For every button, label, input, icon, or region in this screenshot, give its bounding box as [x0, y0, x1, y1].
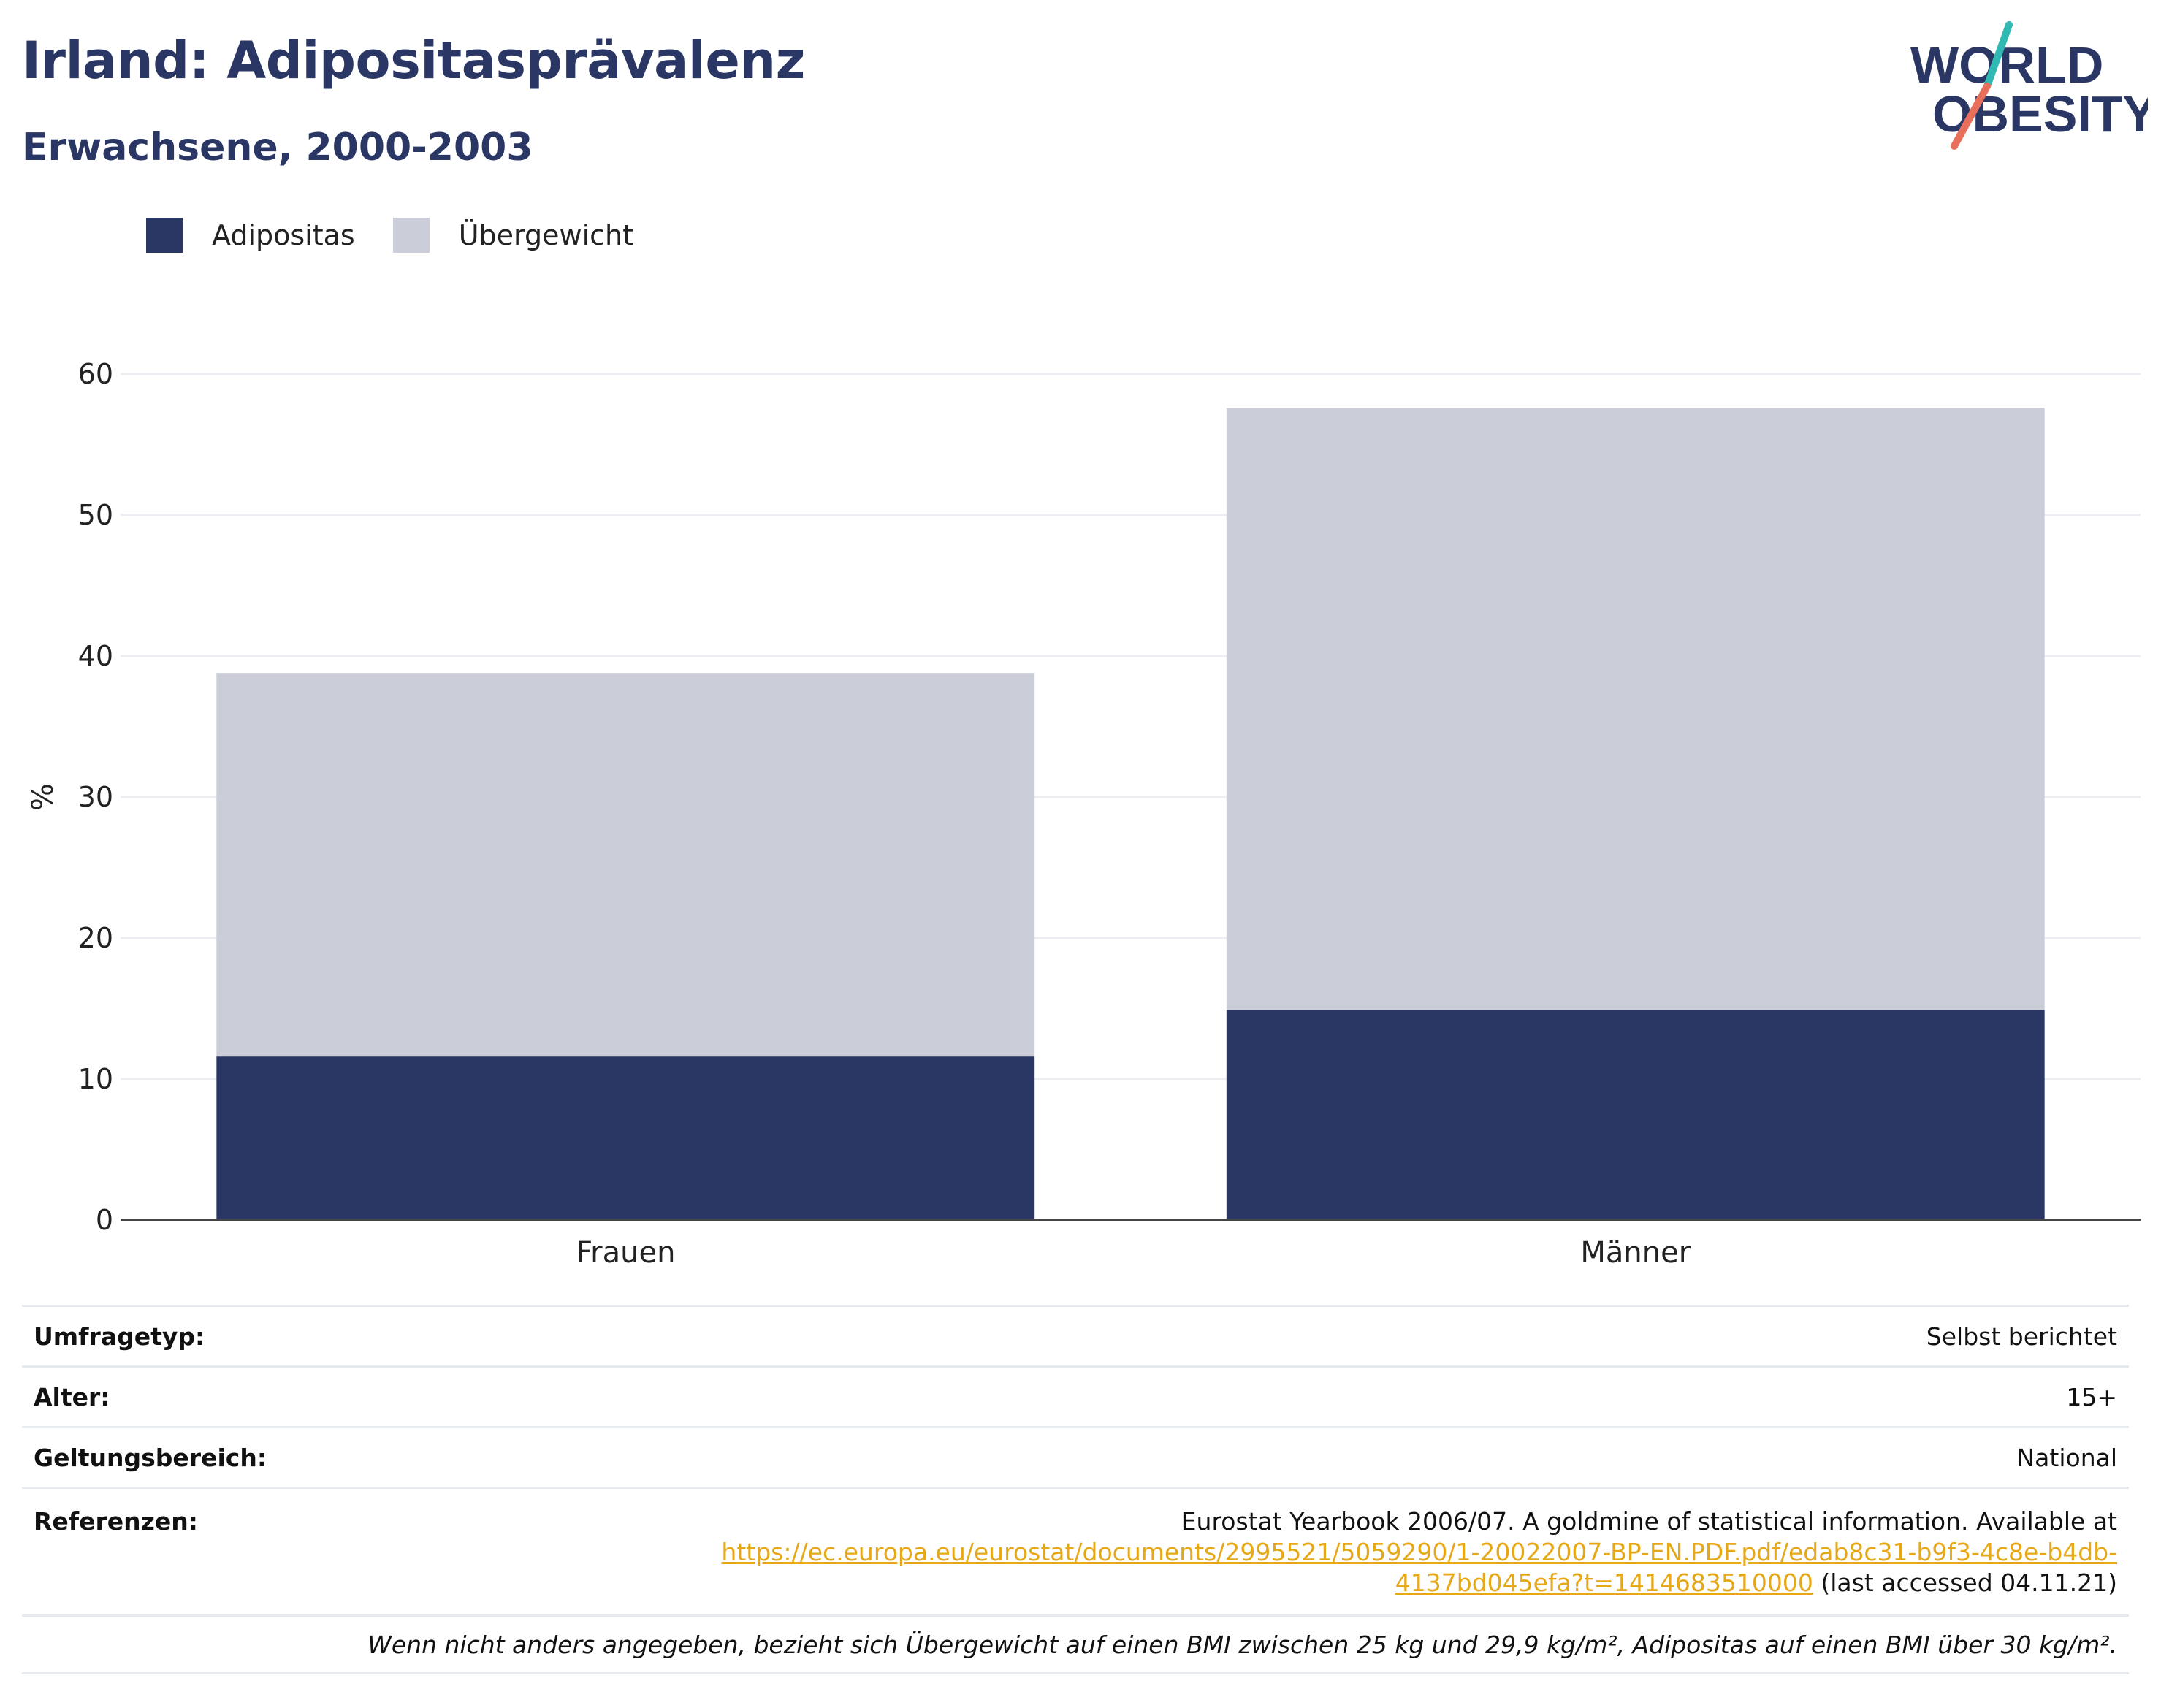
reference-text: Eurostat Yearbook 2006/07. A goldmine of… [1181, 1507, 2117, 1536]
legend-swatch-overweight [392, 218, 430, 253]
x-tick-label: Frauen [576, 1236, 675, 1270]
references-label: Referenzen: [34, 1507, 198, 1536]
legend-label-overweight: Übergewicht [458, 219, 633, 251]
definition-note: Wenn nicht anders angegeben, bezieht sic… [22, 1614, 2129, 1674]
logo-slash-teal [1983, 21, 2013, 90]
y-tick-label: 50 [78, 499, 113, 531]
y-axis-label: % [26, 783, 60, 811]
legend-label-obesity: Adipositas [212, 219, 355, 251]
reference-link-part2[interactable]: 4137bd045efa?t=1414683510000 [1395, 1568, 1813, 1597]
info-row-age: Alter: 15+ [22, 1365, 2129, 1426]
definition-note-text: Wenn nicht anders angegeben, bezieht sic… [367, 1630, 2117, 1659]
info-row-survey: Umfragetyp: Selbst berichtet [22, 1305, 2129, 1365]
y-tick-label: 20 [78, 922, 113, 954]
age-label: Alter: [34, 1382, 110, 1411]
age-value: 15+ [2066, 1382, 2117, 1411]
info-row-scope: Geltungsbereich: National [22, 1426, 2129, 1487]
page-subtitle: Erwachsene, 2000-2003 [22, 126, 533, 169]
y-tick-label: 40 [78, 640, 113, 672]
info-table: Umfragetyp: Selbst berichtet Alter: 15+ … [22, 1305, 2129, 1674]
legend-swatch-obesity [146, 218, 183, 253]
logo-text-world: WORLD [1910, 37, 2103, 94]
legend-item-overweight: Übergewicht [392, 218, 633, 253]
bar-obesity-0 [216, 1056, 1035, 1220]
chart-legend: Adipositas Übergewicht [146, 216, 633, 254]
y-tick-label: 10 [78, 1063, 113, 1095]
y-tick-label: 30 [78, 781, 113, 813]
survey-type-value: Selbst berichtet [1926, 1322, 2117, 1351]
legend-item-obesity: Adipositas [146, 218, 355, 253]
scope-value: National [2016, 1443, 2117, 1472]
info-row-references: Referenzen: Eurostat Yearbook 2006/07. A… [22, 1487, 2129, 1614]
y-tick-label: 0 [96, 1204, 113, 1236]
bar-obesity-1 [1226, 1010, 2045, 1220]
bar-overweight-1 [1226, 408, 2045, 1010]
bar-chart: 0 10 20 30 40 50 60% Frauen Männer [26, 358, 2141, 1270]
reference-accessed-note: (last accessed 04.11.21) [1813, 1568, 2117, 1597]
reference-link-part1[interactable]: https://ec.europa.eu/eurostat/documents/… [721, 1538, 2117, 1566]
page-title: Irland: Adipositasprävalenz [22, 31, 805, 91]
x-tick-label: Männer [1580, 1236, 1691, 1270]
references-value: Eurostat Yearbook 2006/07. A goldmine of… [721, 1506, 2117, 1598]
y-tick-label: 60 [78, 358, 113, 390]
scope-label: Geltungsbereich: [34, 1443, 267, 1472]
logo-slash-coral [1951, 83, 1991, 150]
world-obesity-logo: WORLD OBESITY [1910, 21, 2148, 150]
survey-type-label: Umfragetyp: [34, 1322, 205, 1351]
bar-overweight-0 [216, 673, 1035, 1057]
